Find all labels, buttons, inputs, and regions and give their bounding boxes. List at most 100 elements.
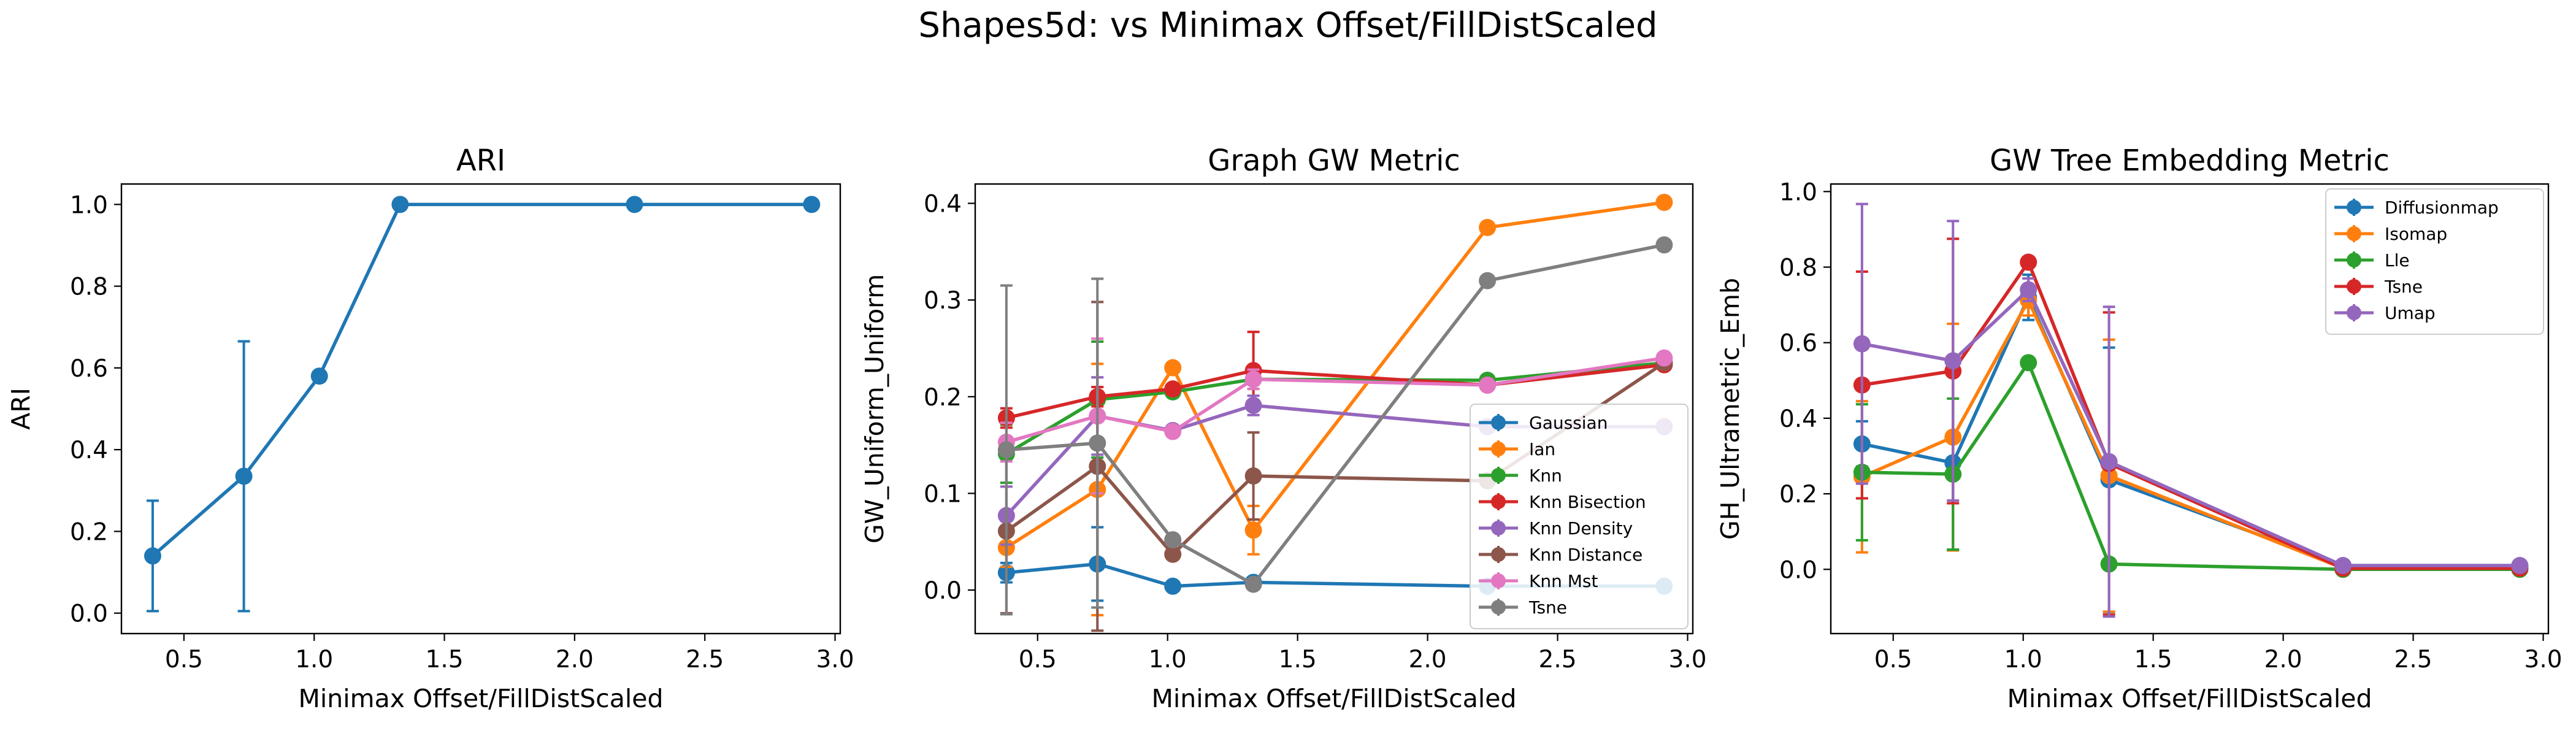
legend-label: Gaussian — [1529, 413, 1608, 433]
legend-marker — [2347, 279, 2361, 294]
gw-tree-panel: GW Tree Embedding Metric Minimax Offset/… — [1715, 144, 2563, 713]
x-tick-label: 3.0 — [2524, 646, 2563, 673]
series-line — [1006, 356, 1665, 444]
legend-marker — [2347, 305, 2361, 320]
x-tick-label: 1.5 — [426, 646, 464, 673]
axes-frame — [1830, 183, 2550, 635]
y-tick-label: 1.0 — [70, 191, 108, 219]
series-line — [1006, 243, 1665, 586]
data-point — [1089, 434, 1106, 452]
series-tsne — [997, 236, 1673, 616]
x-tick-label: 2.0 — [556, 646, 594, 673]
series-lle — [1853, 354, 2529, 578]
legend-label: Lle — [2385, 250, 2410, 270]
y-tick-label: 0.6 — [70, 355, 108, 383]
data-point — [1244, 370, 1262, 388]
series-line — [1861, 296, 2520, 567]
y-tick-label: 0.2 — [1779, 481, 1817, 508]
data-point — [1164, 380, 1182, 398]
x-tick-label: 0.5 — [165, 646, 203, 673]
legend-item: Diffusionmap — [2334, 197, 2499, 218]
data-point — [1479, 376, 1497, 394]
legend-label: Umap — [2385, 303, 2436, 323]
x-tick-label: 1.5 — [2134, 646, 2172, 673]
figure-title: Shapes5d: vs Minimax Offset/FillDistScal… — [918, 6, 1657, 45]
data-point — [1655, 349, 1673, 367]
y-tick-label: 1.0 — [1779, 178, 1817, 206]
x-tick-label: 3.0 — [816, 646, 854, 673]
ari-panel: ARI Minimax Offset/FillDistScaled ARI 0.… — [6, 144, 854, 713]
legend-label: Knn Mst — [1529, 571, 1598, 591]
data-point — [235, 467, 253, 485]
y-tick-label: 0.8 — [1779, 255, 1817, 282]
legend-marker — [1491, 494, 1506, 509]
legend-item: Knn Density — [1479, 518, 1633, 539]
x-tick-label: 2.0 — [1409, 646, 1447, 673]
graph-gw-panel: Graph GW Metric Minimax Offset/FillDistS… — [860, 144, 1707, 713]
legend-label: Knn Density — [1529, 518, 1633, 539]
data-point — [2100, 453, 2118, 470]
legend-label: Knn Distance — [1529, 545, 1643, 565]
x-tick-label: 1.5 — [1279, 646, 1317, 673]
x-tick-label: 2.5 — [1539, 646, 1577, 673]
y-tick-label: 0.3 — [924, 287, 962, 315]
data-point — [1164, 423, 1182, 440]
y-tick-label: 0.0 — [70, 600, 108, 628]
data-point — [1944, 352, 1962, 370]
legend-label: Diffusionmap — [2385, 197, 2499, 218]
legend-label: Knn Bisection — [1529, 492, 1646, 512]
legend-box — [2325, 188, 2544, 335]
series-main — [144, 196, 821, 613]
data-point — [144, 547, 161, 565]
legend-label: Isomap — [2385, 224, 2447, 244]
y-tick-label: 0.2 — [924, 384, 962, 412]
y-tick-label: 0.4 — [1779, 405, 1817, 433]
axes-frame — [974, 183, 1694, 635]
y-axis-label: ARI — [6, 388, 36, 430]
legend-item: Gaussian — [1479, 413, 1608, 433]
data-point — [1164, 531, 1182, 549]
series-line — [1005, 361, 1665, 456]
data-point — [2511, 557, 2529, 575]
legend: Gaussian Ian Knn Knn Bisection Knn Density Kn… — [1470, 404, 1689, 629]
data-point — [997, 441, 1015, 459]
legend-marker — [1491, 547, 1506, 562]
series-line — [1861, 288, 2520, 567]
x-tick-label: 1.0 — [295, 646, 333, 673]
legend-item: Tsne — [2334, 277, 2423, 297]
legend-marker — [1491, 442, 1506, 456]
panel-title: GW Tree Embedding Metric — [1990, 144, 2390, 178]
data-point — [1853, 335, 1871, 353]
x-tick-label: 3.0 — [1669, 646, 1707, 673]
x-tick-label: 2.0 — [2264, 646, 2302, 673]
y-tick-label: 0.1 — [924, 480, 962, 508]
data-point — [310, 367, 328, 385]
data-point — [1655, 193, 1673, 211]
y-tick-label: 0.0 — [924, 577, 962, 605]
x-tick-label: 2.5 — [2394, 646, 2432, 673]
x-axis-label: Minimax Offset/FillDistScaled — [298, 684, 663, 713]
series-line — [151, 202, 812, 558]
data-point — [803, 196, 821, 213]
legend-item: Knn Bisection — [1479, 492, 1646, 512]
legend-item: Knn Mst — [1479, 571, 1598, 591]
series-line — [1861, 260, 2520, 570]
data-point — [1479, 272, 1497, 289]
data-point — [1164, 359, 1182, 377]
data-point — [2020, 281, 2037, 299]
panel-title: ARI — [456, 144, 505, 178]
y-tick-label: 0.6 — [1779, 330, 1817, 358]
x-axis-label: Minimax Offset/FillDistScaled — [1151, 684, 1516, 713]
legend-box — [1470, 404, 1689, 629]
legend-item: Ian — [1479, 439, 1555, 459]
x-tick-label: 1.0 — [1149, 646, 1187, 673]
y-tick-label: 0.2 — [70, 518, 108, 546]
legend-label: Ian — [1529, 439, 1555, 459]
legend-item: Lle — [2334, 250, 2410, 270]
y-axis-label: GW_Uniform_Uniform — [860, 274, 889, 543]
data-point — [1244, 575, 1262, 593]
y-axis-label: GH_Ultrametric_Emb — [1715, 278, 1745, 540]
legend-marker — [2347, 226, 2361, 241]
legend-item: Isomap — [2334, 224, 2447, 244]
